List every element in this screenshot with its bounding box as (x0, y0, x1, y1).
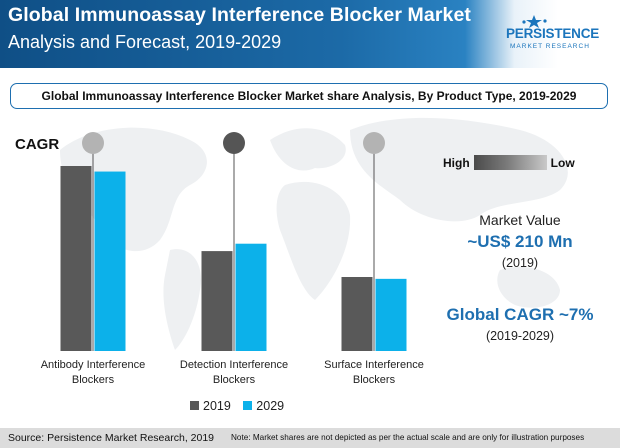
legend-swatch-2029 (243, 401, 253, 410)
bar-2019-1 (60, 166, 92, 351)
bar-2029-1 (94, 171, 126, 351)
x-tick-label-3: Surface Interference Blockers (304, 358, 444, 388)
x-tick-line: Blockers (71, 374, 115, 386)
legend-label-2029: 2029 (256, 399, 285, 413)
page-subtitle: Analysis and Forecast, 2019-2029 (8, 32, 282, 52)
bar-2029-3 (375, 278, 407, 351)
cagr-indicator-3 (363, 132, 385, 154)
legend-item-2019: 2019 (190, 399, 231, 413)
scale-low-label: Low (550, 156, 575, 170)
x-tick-line: Surface Interference (324, 359, 424, 371)
footer: Source: Persistence Market Research, 201… (0, 428, 620, 448)
header-banner: Global Immunoassay Interference Blocker … (0, 0, 620, 68)
bar-2019-2 (201, 251, 233, 351)
scale-high-label: High (443, 156, 470, 170)
page-title: Global Immunoassay Interference Blocker … (8, 4, 472, 26)
market-value-label: Market Value (479, 212, 561, 228)
cagr-indicator-1 (82, 132, 104, 154)
cagr-indicator-2 (223, 132, 245, 154)
global-cagr-value: Global CAGR ~7% (446, 305, 594, 324)
x-tick-label-2: Detection Interference Blockers (164, 358, 304, 388)
legend-swatch-2019 (190, 401, 199, 410)
footer-source: Source: Persistence Market Research, 201… (8, 432, 215, 444)
x-tick-line: Blockers (352, 374, 396, 386)
bars-group (60, 166, 407, 351)
legend-label-2019: 2019 (203, 399, 231, 413)
logo-text: PERSISTENCE (506, 26, 600, 41)
x-tick-line: Detection Interference (179, 359, 289, 371)
x-tick-line: Antibody Interference (40, 359, 146, 371)
cagr-scale: High Low (443, 155, 575, 170)
chart-legend: 2019 2029 (190, 399, 293, 413)
market-value-amount: ~US$ 210 Mn (467, 232, 573, 251)
legend-item-2029: 2029 (243, 399, 284, 413)
x-tick-line: Blockers (212, 374, 256, 386)
footer-note: Note: Market shares are not depicted as … (231, 433, 585, 442)
logo-subtext: MARKET RESEARCH (510, 43, 590, 50)
market-value-year: (2019) (501, 256, 539, 270)
cagr-label: CAGR (15, 136, 60, 153)
logo-star-icon (522, 15, 547, 28)
cagr-indicators-group (82, 132, 385, 351)
brand-logo: PERSISTENCE MARKET RESEARCH (506, 14, 614, 60)
bar-2029-2 (235, 243, 267, 351)
global-cagr-period: (2019-2029) (485, 329, 555, 343)
chart-title: Global Immunoassay Interference Blocker … (10, 83, 608, 109)
bar-2019-3 (341, 277, 373, 351)
scale-gradient-bar (473, 155, 547, 170)
x-tick-label-1: Antibody Interference Blockers (23, 358, 163, 388)
